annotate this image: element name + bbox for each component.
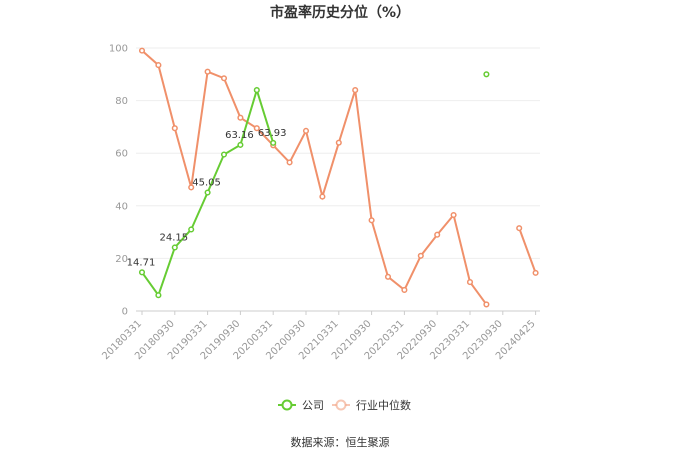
data-point[interactable] <box>516 225 523 232</box>
legend-item-company[interactable]: 公司 <box>278 399 324 412</box>
data-point[interactable] <box>319 193 326 200</box>
data-label: 14.71 <box>127 257 156 268</box>
data-point[interactable] <box>532 269 539 276</box>
data-point[interactable] <box>384 273 392 280</box>
y-tick-label: 60 <box>115 149 128 160</box>
data-point[interactable] <box>138 47 146 54</box>
data-point[interactable] <box>204 68 211 75</box>
data-point[interactable] <box>237 141 244 148</box>
data-point[interactable] <box>253 87 260 94</box>
data-point[interactable] <box>220 151 228 158</box>
data-label: 63.16 <box>225 130 254 141</box>
data-point[interactable] <box>188 226 195 233</box>
legend: 公司 行业中位数 <box>278 398 411 412</box>
data-point[interactable] <box>253 125 260 132</box>
series-industry-median <box>138 47 539 308</box>
data-label: 24.15 <box>159 232 188 243</box>
y-tick-label: 40 <box>115 201 128 212</box>
data-point[interactable] <box>286 159 293 166</box>
data-point[interactable] <box>237 114 244 121</box>
data-point[interactable] <box>434 231 441 238</box>
y-tick-label: 0 <box>122 307 128 318</box>
data-label: 63.93 <box>258 128 287 139</box>
y-tick-label: 20 <box>115 254 128 265</box>
data-label-layer: 14.71 24.15 45.05 63.16 63.93 <box>127 128 287 268</box>
data-point[interactable] <box>450 211 457 219</box>
data-point[interactable] <box>204 189 211 196</box>
data-source-text: 数据来源：恒生聚源 <box>291 435 390 449</box>
data-point[interactable] <box>138 269 146 276</box>
legend-marker-company <box>281 399 293 411</box>
data-point[interactable] <box>171 125 178 132</box>
data-point[interactable] <box>466 279 474 286</box>
data-label: 45.05 <box>192 178 221 189</box>
data-point[interactable] <box>401 286 408 294</box>
legend-marker-industry-median <box>335 399 347 411</box>
series-layer <box>138 47 539 308</box>
series-company <box>138 71 490 299</box>
y-tick-label: 80 <box>115 96 128 107</box>
legend-item-industry-median[interactable]: 行业中位数 <box>332 398 411 412</box>
series-line <box>518 227 537 274</box>
data-point[interactable] <box>220 75 228 82</box>
data-point[interactable] <box>483 71 490 78</box>
data-point[interactable] <box>368 217 375 224</box>
data-point[interactable] <box>171 244 178 251</box>
data-point[interactable] <box>352 87 359 94</box>
legend-label-company: 公司 <box>302 399 324 412</box>
series-line <box>141 49 488 306</box>
data-point[interactable] <box>417 252 424 259</box>
data-point[interactable] <box>483 301 490 308</box>
y-tick-label: 100 <box>109 44 128 55</box>
data-point[interactable] <box>302 127 310 134</box>
data-point[interactable] <box>335 139 342 146</box>
data-point[interactable] <box>155 292 162 299</box>
chart-title: 市盈率历史分位（%） <box>270 4 410 21</box>
data-point[interactable] <box>270 139 277 146</box>
legend-label-industry-median: 行业中位数 <box>356 398 411 412</box>
axis-layer: 0204060801002018033120180930201903312019… <box>100 44 540 362</box>
data-point[interactable] <box>155 62 162 69</box>
data-point[interactable] <box>188 184 195 191</box>
